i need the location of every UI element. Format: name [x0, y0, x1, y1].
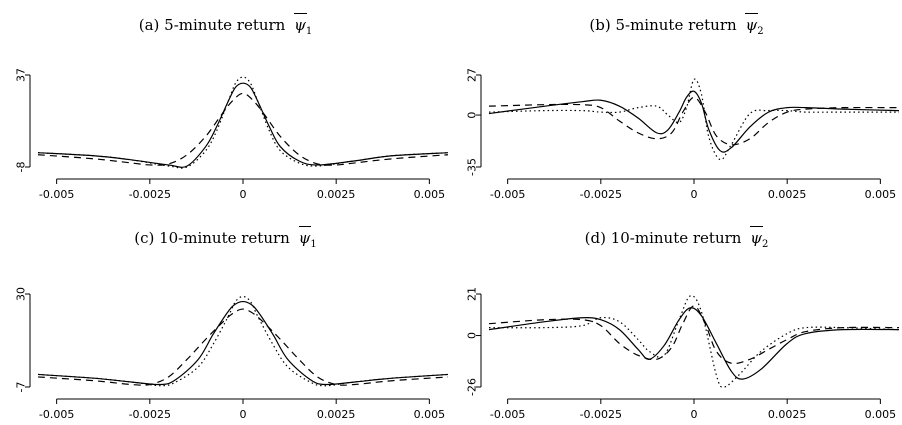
x-tick-label: 0: [691, 408, 698, 421]
symbol-subscript: 2: [761, 239, 769, 250]
series-line-solid: [38, 82, 448, 168]
symbol-subscript: 1: [310, 239, 317, 250]
x-tick-label: 0.005: [414, 188, 446, 201]
series-line-dashed: [489, 96, 899, 146]
y-tick-label: -26: [466, 378, 479, 396]
x-tick-label: 0.005: [414, 408, 446, 421]
symbol-char: ψ: [294, 13, 307, 34]
y-tick-label: 37: [15, 68, 28, 82]
series-line-solid: [489, 90, 899, 153]
y-tick-label: -7: [15, 382, 28, 393]
x-tick-label: 0: [240, 188, 247, 201]
chart-svg: -0.005 -0.0025 0 0.0025 0.005 30 -7: [15, 287, 448, 421]
chart-title-symbol: ψ2: [745, 13, 764, 37]
symbol-subscript: 2: [757, 26, 764, 37]
chart-panel-a: (a) 5-minute return ψ1 -0.005 -0.0025 0 0.0…: [0, 0, 451, 212]
x-tick-label: -0.005: [490, 408, 525, 421]
series-line-dotted: [489, 295, 899, 388]
x-tick-label: -0.0025: [580, 188, 622, 201]
x-tick-label: 0.005: [865, 188, 897, 201]
chart-panel-b: (b) 5-minute return ψ2 -0.005 -0.0025 0 0.0…: [451, 0, 902, 212]
y-tick-label: -35: [466, 158, 479, 176]
chart-title-text: (b) 5-minute return: [589, 16, 737, 34]
x-tick-label: -0.005: [39, 408, 74, 421]
x-tick-label: -0.0025: [580, 408, 622, 421]
chart-title: (c) 10-minute return ψ1: [0, 226, 451, 250]
x-tick-label: 0: [240, 408, 247, 421]
chart-panel-d: (d) 10-minute return ψ2 -0.005 -0.0025 0 0.…: [451, 212, 902, 425]
chart-panel-c: (c) 10-minute return ψ1 -0.005 -0.0025 0 0.…: [0, 212, 451, 425]
x-tick-label: 0.0025: [317, 188, 356, 201]
series-line-dashed: [38, 308, 448, 386]
chart-title: (d) 10-minute return ψ2: [451, 226, 902, 250]
chart-title: (a) 5-minute return ψ1: [0, 13, 451, 37]
series-line-solid: [489, 307, 899, 380]
x-tick-label: 0.0025: [768, 188, 807, 201]
chart-title-symbol: ψ1: [298, 226, 317, 250]
x-tick-label: 0.0025: [317, 408, 356, 421]
chart-svg: -0.005 -0.0025 0 0.0025 0.005 27 0 -35: [466, 68, 899, 201]
chart-svg: -0.005 -0.0025 0 0.0025 0.005 37 -8: [15, 68, 448, 201]
x-tick-label: -0.0025: [129, 408, 171, 421]
chart-title-text: (d) 10-minute return: [584, 229, 742, 247]
symbol-char: ψ: [745, 13, 758, 34]
chart-title-symbol: ψ2: [750, 226, 769, 250]
y-tick-label: 0: [466, 112, 479, 119]
series-line-dashed: [489, 305, 899, 365]
symbol-subscript: 1: [305, 26, 313, 37]
symbol-char: ψ: [298, 226, 312, 247]
y-tick-label: 21: [466, 287, 479, 301]
y-tick-label: 27: [466, 68, 479, 82]
x-tick-label: -0.0025: [129, 188, 171, 201]
symbol-char: ψ: [750, 226, 763, 247]
chart-title-symbol: ψ1: [294, 13, 313, 37]
series-line-dotted: [489, 78, 899, 161]
chart-title-text: (c) 10-minute return: [134, 229, 290, 247]
chart-svg: -0.005 -0.0025 0 0.0025 0.005 21 0 -26: [466, 287, 899, 421]
x-tick-label: 0: [691, 188, 698, 201]
series-line-dashed: [38, 92, 448, 166]
y-tick-label: -8: [15, 162, 28, 173]
x-tick-label: 0.005: [865, 408, 897, 421]
series-line-solid: [38, 300, 448, 386]
chart-title: (b) 5-minute return ψ2: [451, 13, 902, 37]
y-tick-label: 0: [466, 332, 479, 339]
y-tick-label: 30: [15, 287, 28, 301]
x-tick-label: -0.005: [490, 188, 525, 201]
series-line-dotted: [38, 76, 448, 169]
x-tick-label: -0.005: [39, 188, 74, 201]
x-tick-label: 0.0025: [768, 408, 807, 421]
chart-title-text: (a) 5-minute return: [138, 16, 286, 34]
series-line-dotted: [38, 295, 448, 387]
